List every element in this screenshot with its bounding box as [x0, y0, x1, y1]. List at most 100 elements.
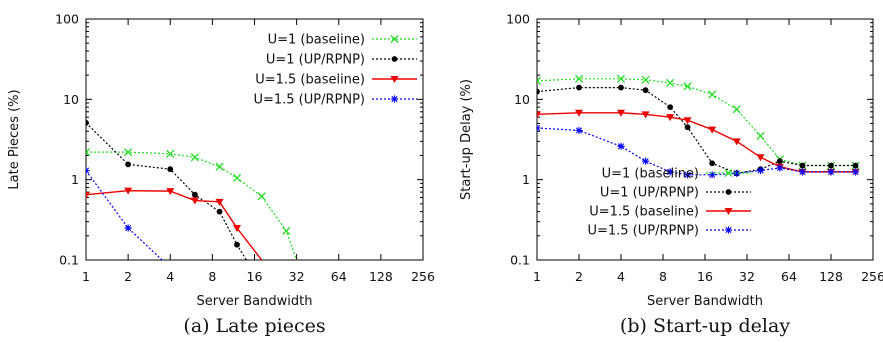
x-axis-label: Server Bandwidth [647, 294, 763, 309]
legend-label: U=1 (UP/RPNP) [266, 53, 365, 68]
data-point [86, 191, 90, 199]
legend-label: U=1.5 (baseline) [255, 73, 365, 88]
data-point [575, 109, 583, 117]
data-point [167, 166, 174, 173]
data-point [537, 88, 540, 95]
series-u-1-baseline [86, 148, 298, 260]
data-point [617, 142, 625, 150]
data-point [683, 171, 692, 179]
data-point [851, 168, 860, 176]
x-tick-label: 8 [659, 269, 667, 284]
data-point [124, 148, 133, 157]
x-tick-label: 1 [533, 269, 541, 284]
data-point [798, 168, 807, 176]
data-point [537, 76, 542, 85]
legend-marker [724, 226, 733, 234]
data-point [190, 153, 199, 162]
data-point [756, 166, 765, 175]
y-tick-label: 100 [506, 12, 530, 27]
data-point [166, 188, 175, 196]
x-tick-label: 128 [369, 269, 393, 284]
data-point [799, 162, 806, 169]
data-point [666, 78, 675, 87]
data-point [191, 191, 198, 198]
y-axis-label: Late Pieces (%) [7, 89, 22, 189]
data-point [684, 124, 691, 131]
data-point [282, 226, 291, 236]
legend-marker [390, 76, 399, 83]
series-u-1-up-rpnp [86, 119, 247, 260]
data-point [166, 149, 175, 158]
data-point [576, 84, 582, 91]
y-tick-label: 10 [63, 92, 79, 107]
x-tick-label: 128 [819, 269, 843, 284]
data-point [756, 131, 765, 141]
x-tick-label: 2 [124, 269, 132, 284]
x-tick-label: 8 [208, 269, 216, 284]
data-point [827, 168, 835, 176]
data-point [667, 104, 674, 111]
data-point [732, 138, 741, 146]
x-tick-label: 16 [247, 269, 263, 284]
legend: U=1 (baseline) U=1 (UP/RPNP) U=1.5 (baseli… [253, 33, 417, 108]
legend-marker [391, 56, 398, 62]
data-point [828, 162, 834, 169]
data-point [776, 164, 784, 172]
series-line [537, 78, 856, 167]
data-point [232, 173, 242, 183]
legend-label: U=1.5 (baseline) [589, 205, 699, 220]
x-tick-label: 4 [617, 269, 625, 284]
y-tick-label: 1 [71, 172, 79, 187]
data-point [233, 225, 242, 233]
data-point [708, 126, 717, 134]
data-point [618, 84, 624, 91]
data-point [86, 119, 89, 126]
y-tick-label: 0.1 [510, 253, 530, 268]
x-tick-label: 16 [697, 269, 713, 284]
data-point [234, 241, 240, 248]
legend-marker [724, 208, 733, 215]
x-tick-label: 1 [82, 269, 90, 284]
data-point [641, 111, 650, 119]
data-point [733, 169, 741, 177]
x-tick-label: 4 [166, 269, 174, 284]
legend-marker [390, 95, 399, 103]
data-point [124, 224, 132, 232]
legend-label: U=1 (baseline) [268, 33, 365, 48]
x-tick-label: 64 [331, 269, 347, 284]
series-line [537, 86, 856, 174]
series-line [537, 112, 856, 173]
legend-label: U=1.5 (UP/RPNP) [253, 93, 365, 108]
data-point [683, 82, 692, 91]
data-point [537, 124, 541, 132]
legend: U=1 (baseline) U=1 (UP/RPNP) U=1.5 (baseli… [587, 167, 751, 239]
data-point [666, 168, 674, 176]
x-tick-label: 256 [861, 269, 883, 284]
x-tick-label: 32 [739, 269, 755, 284]
caption: (a) Late pieces [183, 315, 325, 337]
data-point [215, 162, 224, 171]
data-point [642, 87, 649, 94]
x-tick-label: 32 [289, 269, 305, 284]
caption: (b) Start-up delay [620, 315, 790, 337]
x-axis-label: Server Bandwidth [197, 294, 313, 309]
series-line [86, 151, 298, 260]
legend-marker [390, 34, 399, 44]
data-point [732, 105, 741, 114]
x-tick-label: 2 [575, 269, 583, 284]
series-u-1-baseline [537, 74, 860, 170]
legend-marker [725, 189, 732, 195]
data-point [617, 109, 625, 117]
data-point [709, 160, 716, 167]
data-point [537, 111, 541, 119]
data-point [215, 198, 224, 206]
x-tick-label: 64 [781, 269, 797, 284]
y-tick-label: 10 [514, 92, 530, 107]
data-point [776, 158, 783, 165]
y-axis-label: Start-up Delay (%) [459, 79, 474, 200]
data-point [86, 148, 91, 157]
series-u-1-5-up-rpnp [86, 166, 163, 260]
series-u-1-up-rpnp [537, 84, 859, 177]
y-tick-label: 100 [55, 12, 79, 27]
